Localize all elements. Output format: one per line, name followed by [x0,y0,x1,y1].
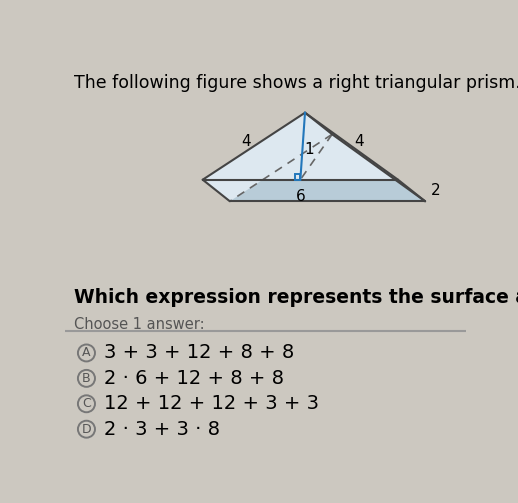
Text: C: C [82,397,91,410]
Polygon shape [203,113,332,201]
Text: 2: 2 [431,183,441,198]
Circle shape [78,345,95,362]
Text: 2 · 6 + 12 + 8 + 8: 2 · 6 + 12 + 8 + 8 [104,369,283,388]
Text: A: A [82,347,91,360]
Text: 6: 6 [295,189,305,204]
Polygon shape [305,113,425,201]
Text: B: B [82,372,91,385]
Circle shape [78,421,95,438]
Text: 4: 4 [354,134,364,149]
Circle shape [78,395,95,412]
Text: 4: 4 [241,134,251,149]
Text: Which expression represents the surface area of the prism?: Which expression represents the surface … [74,288,518,306]
Text: The following figure shows a right triangular prism.: The following figure shows a right trian… [74,74,518,92]
Polygon shape [203,113,398,180]
Text: D: D [82,423,91,436]
Text: 3 + 3 + 12 + 8 + 8: 3 + 3 + 12 + 8 + 8 [104,344,294,363]
Text: 1: 1 [304,142,314,157]
Text: 12 + 12 + 12 + 3 + 3: 12 + 12 + 12 + 3 + 3 [104,394,319,413]
Text: Choose 1 answer:: Choose 1 answer: [74,317,205,332]
Text: 2 · 3 + 3 · 8: 2 · 3 + 3 · 8 [104,420,220,439]
Circle shape [78,370,95,387]
Polygon shape [203,180,425,201]
